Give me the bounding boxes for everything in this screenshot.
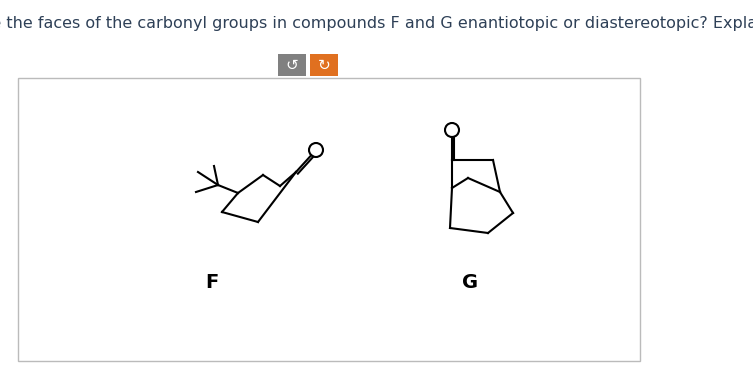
Text: ↻: ↻ (318, 58, 331, 73)
Text: Are the faces of the carbonyl groups in compounds F and G enantiotopic or diaste: Are the faces of the carbonyl groups in … (0, 16, 753, 31)
FancyBboxPatch shape (18, 78, 640, 361)
Text: ↺: ↺ (285, 58, 298, 73)
Text: F: F (206, 273, 218, 291)
Text: G: G (462, 273, 478, 291)
FancyBboxPatch shape (310, 54, 338, 76)
FancyBboxPatch shape (278, 54, 306, 76)
